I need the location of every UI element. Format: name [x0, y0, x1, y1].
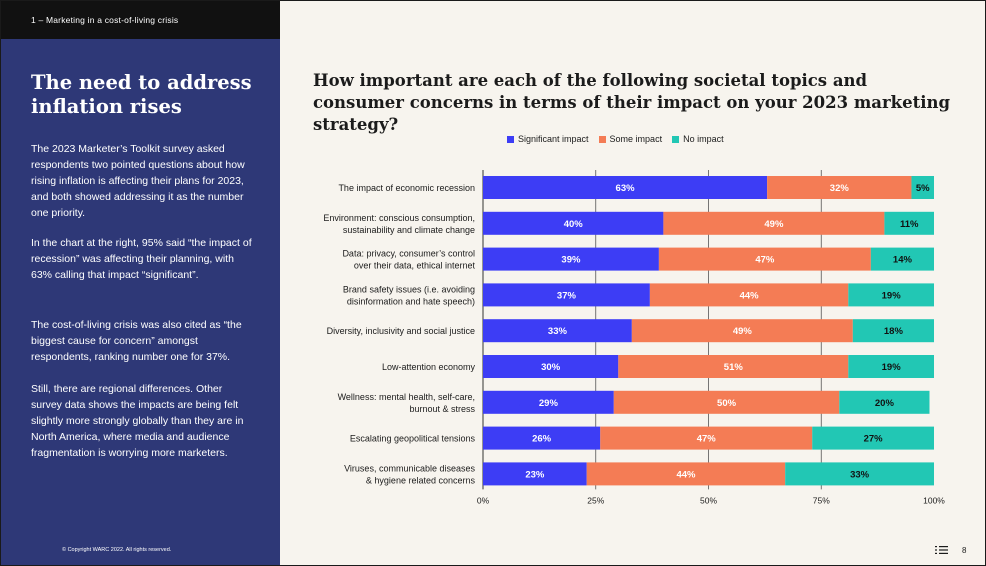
data-label: 27% — [864, 434, 884, 445]
data-label: 19% — [882, 362, 902, 373]
legend-swatch — [672, 135, 680, 143]
data-label: 39% — [561, 255, 581, 266]
sidebar-paragraph: The cost-of-living crisis was also cited… — [31, 319, 242, 363]
bar-segment — [839, 390, 930, 414]
category-label: Diversity, inclusivity and social justic… — [327, 326, 475, 336]
chart-legend: Significant impact Some impact No impact — [507, 134, 724, 144]
tick-label: 0% — [477, 495, 490, 505]
category-label: disinformation and hate speech) — [347, 296, 475, 306]
data-label: 18% — [884, 326, 904, 337]
bar-segment — [483, 176, 768, 199]
page-number: 8 — [962, 546, 967, 555]
legend-label: Significant impact — [518, 134, 589, 144]
data-label: 30% — [541, 362, 561, 373]
tick-label: 50% — [700, 495, 717, 505]
data-label: 11% — [900, 219, 919, 230]
bar-segment — [483, 319, 632, 343]
sidebar-title: The need to address inflation rises — [31, 71, 252, 118]
tick-label: 75% — [813, 495, 830, 505]
copyright: © Copyright WARC 2022. All rights reserv… — [62, 547, 172, 553]
sidebar-paragraph: Still, there are regional differences. O… — [31, 383, 244, 459]
category-label: & hygiene related concerns — [366, 475, 476, 485]
bar-segment — [483, 426, 601, 450]
data-label: 50% — [717, 398, 737, 409]
legend-item: Some impact — [598, 134, 663, 144]
bar-segment — [658, 247, 871, 271]
bar-segment — [767, 176, 912, 199]
category-label: sustainability and climate change — [343, 225, 475, 235]
data-label: 49% — [733, 326, 753, 337]
legend-item: No impact — [672, 134, 724, 144]
bar-segment — [852, 319, 934, 343]
data-label: 47% — [755, 255, 775, 266]
data-label: 32% — [830, 183, 850, 194]
data-label: 40% — [564, 219, 584, 230]
bar-segment — [483, 355, 619, 378]
bar-segment — [663, 211, 885, 235]
section-header: 1 – Marketing in a cost-of-living crisis — [1, 1, 280, 39]
data-label: 19% — [882, 290, 902, 301]
legend-item: Significant impact — [507, 134, 589, 144]
category-label: Environment: conscious consumption, — [323, 213, 475, 223]
chart-title: How important are each of the following … — [313, 71, 951, 134]
data-label: 33% — [548, 326, 568, 337]
data-label: 63% — [616, 183, 636, 194]
data-label: 37% — [557, 290, 577, 301]
data-label: 33% — [850, 469, 870, 480]
category-label: The impact of economic recession — [338, 183, 475, 193]
legend-swatch — [598, 135, 606, 143]
bar-segment — [884, 211, 934, 235]
bar-segment — [483, 283, 650, 307]
category-label: burnout & stress — [409, 404, 475, 414]
bar-segment — [785, 462, 934, 486]
data-label: 5% — [916, 183, 930, 194]
bar-segment — [600, 426, 813, 450]
category-label: over their data, ethical internet — [354, 261, 476, 271]
data-label: 44% — [676, 469, 696, 480]
bar-segment — [812, 426, 934, 450]
data-label: 51% — [724, 362, 744, 373]
bar-segment — [631, 319, 853, 343]
bar-segment — [483, 211, 664, 235]
category-label: Brand safety issues (i.e. avoiding — [343, 284, 475, 294]
bar-segment — [483, 462, 587, 486]
data-label: 49% — [764, 219, 784, 230]
legend-label: Some impact — [609, 134, 663, 144]
data-label: 47% — [697, 434, 717, 445]
bar-segment — [848, 283, 934, 307]
data-label: 44% — [740, 290, 760, 301]
bar-segment — [848, 355, 934, 378]
category-label: Escalating geopolitical tensions — [350, 434, 476, 444]
data-label: 26% — [532, 434, 552, 445]
menu-icon[interactable] — [935, 545, 949, 555]
data-label: 23% — [525, 469, 545, 480]
bar-segment — [613, 390, 840, 414]
chart-panel: How important are each of the following … — [281, 1, 985, 565]
tick-label: 25% — [587, 495, 604, 505]
sidebar: The need to address inflation rises The … — [1, 39, 280, 565]
section-label: 1 – Marketing in a cost-of-living crisis — [31, 15, 179, 25]
sidebar-paragraph: The 2023 Marketer’s Toolkit survey asked… — [31, 143, 245, 219]
legend-label: No impact — [683, 134, 724, 144]
bar-segment — [618, 355, 849, 378]
data-label: 20% — [875, 398, 895, 409]
legend-swatch — [507, 135, 514, 143]
bar-segment — [911, 176, 934, 199]
data-label: 29% — [539, 398, 559, 409]
tick-label: 100% — [923, 495, 945, 505]
bar-segment — [483, 247, 659, 271]
category-label: Low-attention economy — [382, 362, 476, 372]
category-label: Viruses, communicable diseases — [344, 463, 475, 473]
category-label: Wellness: mental health, self-care, — [338, 392, 475, 402]
data-label: 14% — [893, 255, 913, 266]
bar-segment — [870, 247, 934, 271]
bar-segment — [483, 390, 614, 414]
category-label: Data: privacy, consumer’s control — [342, 249, 475, 259]
bar-segment — [586, 462, 786, 486]
sidebar-paragraph: In the chart at the right, 95% said “the… — [31, 237, 252, 281]
bar-segment — [649, 283, 849, 307]
